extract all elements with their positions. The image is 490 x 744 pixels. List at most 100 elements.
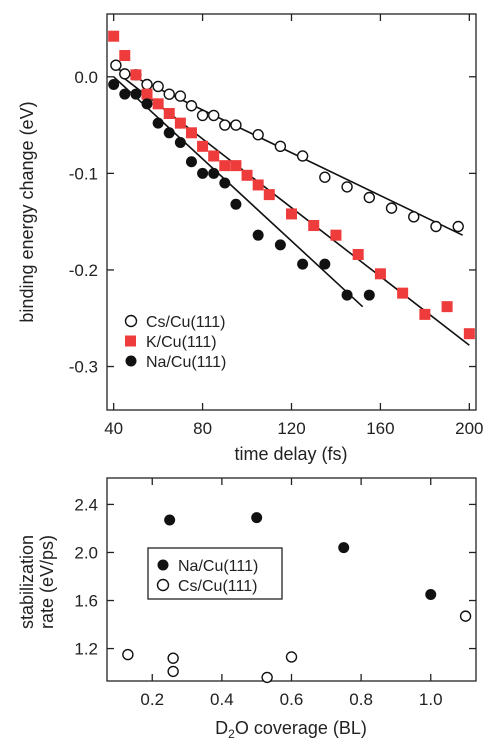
data-point-open-circle: [207, 109, 220, 122]
data-point-filled-circle: [197, 167, 209, 179]
data-point-open-circle: [152, 80, 164, 93]
x-tick-label: 0.8: [349, 690, 373, 709]
data-point-open-circle: [430, 220, 442, 233]
y-tick-label: 2.0: [74, 543, 98, 562]
x-tick-label: 200: [455, 419, 483, 438]
data-point-square: [185, 127, 197, 139]
x-tick-label: 0.2: [140, 690, 164, 709]
data-point-open-circle: [341, 181, 353, 193]
legend-marker-cs: [124, 314, 138, 328]
legend-marker-k: [125, 335, 136, 347]
data-point-square: [286, 208, 297, 220]
data-point-filled-circle: [119, 88, 131, 100]
data-point-open-circle: [110, 59, 122, 71]
data-point-square: [308, 220, 320, 232]
data-point-open-circle: [452, 220, 464, 233]
legend-label-cs: Cs/Cu(111): [178, 578, 257, 595]
data-point-filled-circle: [219, 177, 231, 189]
data-point-open-circle: [119, 68, 131, 80]
data-point-square: [197, 140, 209, 152]
data-point-filled-circle: [130, 88, 142, 100]
data-point-square: [119, 50, 131, 62]
data-point-square: [374, 268, 386, 280]
data-point-filled-circle: [108, 79, 120, 91]
data-point-open-circle: [167, 652, 179, 664]
data-point-square: [208, 150, 220, 162]
data-point-square: [141, 88, 153, 100]
data-point-open-circle: [141, 78, 153, 91]
x-tick-label: 0.6: [280, 690, 304, 709]
x-tick-label: 40: [104, 419, 123, 438]
data-point-square: [174, 117, 186, 129]
data-point-filled-circle: [363, 289, 375, 301]
data-point-filled-circle: [425, 589, 437, 601]
data-point-open-circle: [122, 648, 134, 661]
legend-marker-na: [125, 355, 137, 367]
data-point-open-circle: [174, 90, 187, 102]
data-point-filled-circle: [341, 289, 353, 301]
data-point-square: [263, 189, 275, 201]
y-tick-label: -0.3: [69, 358, 98, 377]
data-point-square: [330, 229, 342, 241]
data-point-open-circle: [285, 651, 298, 663]
data-point-filled-circle: [338, 542, 350, 554]
data-point-filled-circle: [230, 198, 242, 210]
data-point-square: [441, 301, 453, 313]
legend-marker-na: [157, 559, 169, 571]
legend-label-na: Na/Cu(111): [178, 558, 258, 575]
data-point-filled-circle: [185, 156, 197, 168]
data-point-filled-circle: [208, 167, 220, 179]
data-point-open-circle: [319, 171, 331, 183]
data-point-square: [230, 160, 242, 172]
data-point-open-circle: [185, 100, 198, 112]
data-point-open-circle: [196, 109, 209, 122]
x-tick-label: 120: [277, 419, 305, 438]
legend-label-na: Na/Cu(111): [146, 354, 226, 371]
data-point-open-circle: [163, 88, 175, 100]
y-axis-title-line2: rate (eV/ps): [37, 535, 57, 629]
data-point-square: [219, 160, 231, 172]
legend: Na/Cu(111) Cs/Cu(111): [147, 547, 283, 600]
data-point-open-circle: [296, 150, 309, 162]
data-point-filled-circle: [274, 239, 286, 251]
data-point-square: [252, 179, 264, 191]
data-point-square: [163, 107, 175, 119]
y-tick-label: 2.4: [74, 495, 98, 514]
y-axis-title: stabilization rate (eV/ps): [17, 535, 57, 629]
legend-box: [147, 547, 283, 600]
data-point-open-circle: [230, 119, 242, 131]
data-point-open-circle: [219, 119, 231, 131]
data-point-filled-circle: [163, 127, 175, 139]
data-point-filled-circle: [252, 229, 264, 241]
data-point-open-circle: [459, 610, 472, 622]
data-point-filled-circle: [152, 117, 164, 129]
x-tick-label: 160: [366, 419, 394, 438]
data-point-square: [352, 248, 364, 260]
data-point-square: [108, 30, 120, 42]
data-point-square: [463, 328, 475, 340]
data-point-open-circle: [363, 191, 376, 204]
data-point-square: [130, 69, 142, 81]
y-tick-label: 1.2: [74, 640, 98, 659]
stabilization-rate-panel: 0.2 0.4 0.6 0.8 1.0 1.2 1.6 2.0 2.4 D2O coverag…: [17, 477, 477, 741]
data-point-filled-circle: [319, 258, 331, 270]
legend-marker-cs: [156, 578, 170, 592]
legend-label-cs: Cs/Cu(111): [146, 314, 225, 331]
data-point-square: [152, 98, 164, 110]
data-point-open-circle: [408, 211, 420, 223]
y-axis-title: binding energy change (eV): [17, 101, 37, 322]
data-point-filled-circle: [141, 98, 153, 110]
binding-energy-panel: 40 80 120 160 200 0.0 -0.1 -0.2 -0.3 time delay…: [17, 13, 484, 464]
x-tick-label: 1.0: [419, 690, 443, 709]
data-point-filled-circle: [297, 258, 309, 270]
data-point-filled-circle: [164, 514, 176, 526]
legend: Cs/Cu(111) K/Cu(111) Na/Cu(111): [124, 314, 226, 371]
data-point-filled-circle: [251, 512, 263, 524]
data-point-open-circle: [261, 671, 273, 684]
data-point-open-circle: [252, 129, 264, 141]
y-tick-label: -0.1: [69, 164, 98, 183]
data-point-square: [241, 169, 253, 181]
y-tick-label: 0.0: [74, 68, 98, 87]
data-point-open-circle: [274, 140, 287, 153]
